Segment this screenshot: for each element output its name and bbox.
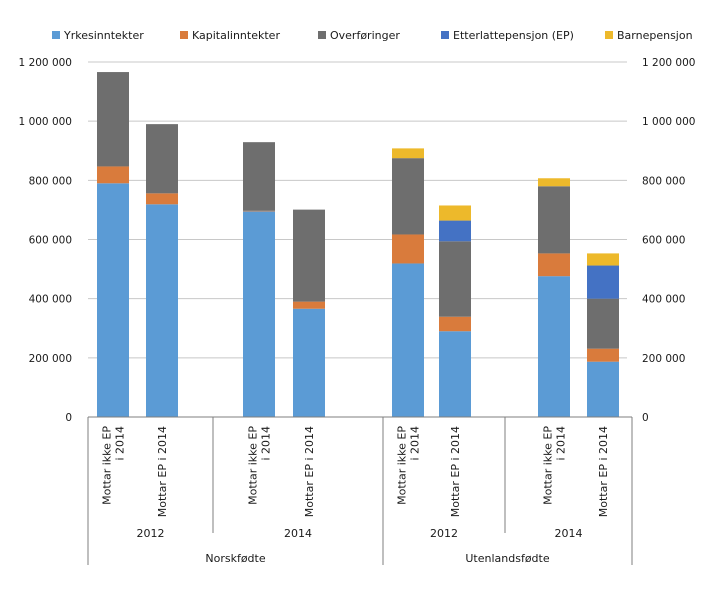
category-label: Mottar ikke EP	[247, 426, 260, 505]
y-axis-right: 0 200 000 400 000 600 000 800 000 1 000 000 1 …	[642, 57, 695, 424]
bar-segment-etterlattepensjon-ep	[587, 265, 619, 299]
y-tick-label-right: 0	[642, 412, 649, 424]
bar-segment-barnepensjon	[392, 148, 424, 159]
bar-segment-overf-ringer	[293, 209, 325, 302]
x-axis: Mottar ikke EP i 2014 Mottar EP i 2014 Mott…	[87, 416, 633, 565]
year-label: 2012	[137, 527, 165, 540]
category-label: Mottar EP i 2014	[449, 426, 462, 517]
bar-segment-overf-ringer	[243, 142, 275, 211]
legend-label-3: Overføringer	[330, 29, 400, 42]
y-tick-label-right: 1 200 000	[642, 57, 695, 69]
y-tick-label-right: 600 000	[642, 235, 685, 247]
legend-swatch-1	[52, 31, 60, 39]
bar-segment-etterlattepensjon-ep	[439, 220, 471, 242]
bar-segment-yrkesinntekter	[392, 263, 424, 417]
y-tick-label-left: 0	[65, 412, 72, 424]
bar-segment-overf-ringer	[439, 241, 471, 317]
y-tick-label-right: 400 000	[642, 294, 685, 306]
year-label: 2014	[284, 527, 312, 540]
bar-segment-barnepensjon	[587, 253, 619, 266]
bar-segment-yrkesinntekter	[439, 331, 471, 417]
bar-segment-overf-ringer	[392, 158, 424, 235]
bar-segment-kapitalinntekter	[587, 348, 619, 362]
bar-segment-overf-ringer	[146, 124, 178, 194]
bar-segment-yrkesinntekter	[587, 361, 619, 417]
category-label: Mottar ikke EP	[542, 426, 555, 505]
y-tick-label-left: 1 000 000	[19, 116, 72, 128]
bars	[97, 72, 619, 417]
y-tick-label-right: 1 000 000	[642, 116, 695, 128]
bar-segment-kapitalinntekter	[243, 210, 275, 212]
category-label: i 2014	[114, 426, 127, 461]
category-label: i 2014	[409, 426, 422, 461]
category-label: Mottar EP i 2014	[597, 426, 610, 517]
legend-swatch-2	[180, 31, 188, 39]
bar-segment-barnepensjon	[538, 178, 570, 187]
bar-segment-yrkesinntekter	[243, 211, 275, 417]
legend-label-2: Kapitalinntekter	[192, 29, 280, 42]
legend-label-1: Yrkesinntekter	[63, 29, 144, 42]
y-tick-label-left: 200 000	[29, 353, 72, 365]
legend-swatch-3	[318, 31, 326, 39]
legend-label-5: Barnepensjon	[617, 29, 693, 42]
bar-segment-yrkesinntekter	[146, 204, 178, 417]
category-label: Mottar EP i 2014	[156, 426, 169, 517]
bar-segment-kapitalinntekter	[97, 166, 129, 184]
y-tick-label-right: 200 000	[642, 353, 685, 365]
y-tick-label-left: 1 200 000	[19, 57, 72, 69]
category-label: Mottar ikke EP	[396, 426, 409, 505]
legend: Yrkesinntekter Kapitalinntekter Overføring…	[52, 29, 693, 42]
bar-segment-kapitalinntekter	[146, 193, 178, 205]
y-tick-label-left: 800 000	[29, 175, 72, 187]
y-tick-label-left: 400 000	[29, 294, 72, 306]
legend-swatch-4	[441, 31, 449, 39]
origin-label: Utenlandsfødte	[465, 552, 549, 565]
category-label: Mottar EP i 2014	[303, 426, 316, 517]
legend-swatch-5	[605, 31, 613, 39]
y-tick-label-right: 800 000	[642, 175, 685, 187]
bar-segment-kapitalinntekter	[538, 253, 570, 277]
category-label: Mottar ikke EP	[101, 426, 114, 505]
bar-segment-yrkesinntekter	[97, 183, 129, 417]
year-label: 2012	[430, 527, 458, 540]
bar-segment-overf-ringer	[97, 72, 129, 167]
bar-segment-kapitalinntekter	[392, 234, 424, 264]
bar-segment-overf-ringer	[587, 298, 619, 349]
y-axis-left: 0 200 000 400 000 600 000 800 000 1 000 000 1 …	[19, 57, 72, 424]
category-label: i 2014	[555, 426, 568, 461]
bar-segment-yrkesinntekter	[538, 276, 570, 417]
category-label: i 2014	[260, 426, 273, 461]
bar-segment-overf-ringer	[538, 186, 570, 254]
year-label: 2014	[555, 527, 583, 540]
origin-label: Norskfødte	[205, 552, 265, 565]
bar-segment-kapitalinntekter	[293, 301, 325, 309]
y-tick-label-left: 600 000	[29, 235, 72, 247]
bar-segment-yrkesinntekter	[293, 308, 325, 417]
bar-segment-barnepensjon	[439, 205, 471, 221]
legend-label-4: Etterlattepensjon (EP)	[453, 29, 574, 42]
bar-segment-kapitalinntekter	[439, 316, 471, 332]
